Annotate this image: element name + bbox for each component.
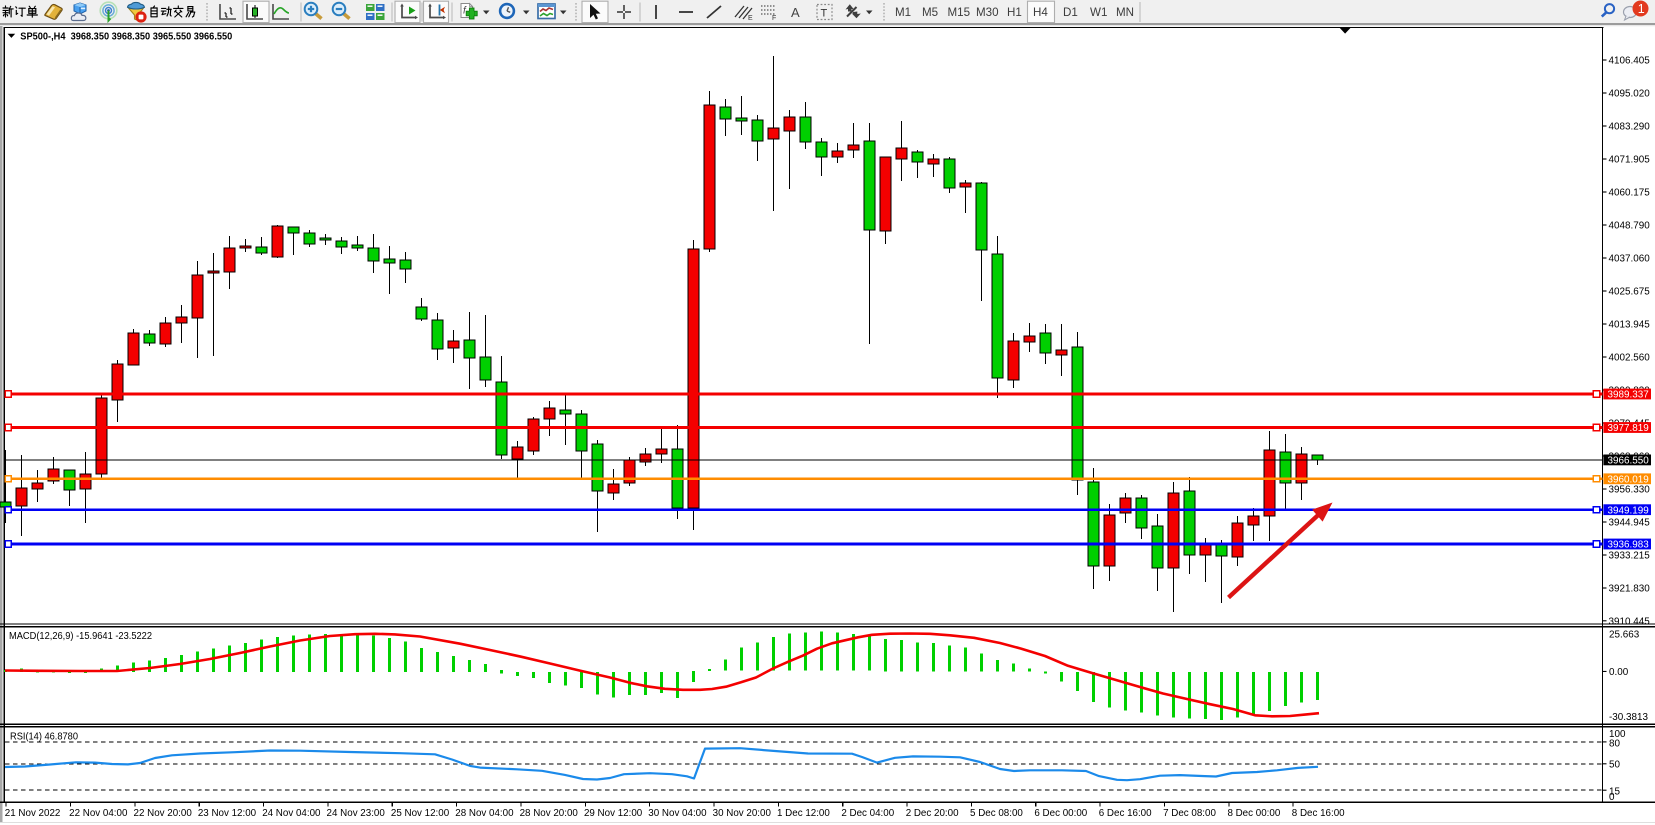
svg-text:3989.337: 3989.337: [1608, 390, 1649, 401]
svg-text:D1: D1: [1063, 6, 1078, 19]
svg-text:M5: M5: [922, 6, 938, 19]
svg-text:M1: M1: [895, 6, 911, 19]
svg-text:A: A: [791, 5, 800, 20]
svg-text:0: 0: [1609, 792, 1615, 803]
svg-text:6 Dec 00:00: 6 Dec 00:00: [1034, 808, 1087, 819]
svg-text:3944.945: 3944.945: [1609, 518, 1651, 529]
svg-text:SP500-,H4 3968.350 3968.350 3: SP500-,H4 3968.350 3968.350 3965.550 396…: [20, 31, 232, 42]
svg-text:22 Nov 20:00: 22 Nov 20:00: [134, 808, 193, 819]
svg-text:4083.290: 4083.290: [1609, 122, 1651, 133]
svg-text:8 Dec 16:00: 8 Dec 16:00: [1292, 808, 1345, 819]
svg-text:4002.560: 4002.560: [1609, 353, 1651, 364]
svg-text:H4: H4: [1033, 6, 1048, 19]
svg-text:0.00: 0.00: [1609, 667, 1629, 678]
svg-text:2 Dec 04:00: 2 Dec 04:00: [841, 808, 894, 819]
svg-text:100: 100: [1609, 729, 1626, 740]
svg-text:3966.550: 3966.550: [1608, 456, 1650, 467]
svg-text:H1: H1: [1007, 6, 1022, 19]
svg-text:29 Nov 12:00: 29 Nov 12:00: [584, 808, 643, 819]
svg-text:3936.983: 3936.983: [1608, 540, 1650, 551]
svg-text:2 Dec 20:00: 2 Dec 20:00: [906, 808, 959, 819]
svg-text:F: F: [772, 15, 776, 22]
svg-text:22 Nov 04:00: 22 Nov 04:00: [69, 808, 128, 819]
svg-text:3949.199: 3949.199: [1608, 505, 1650, 516]
svg-text:3933.215: 3933.215: [1609, 551, 1651, 562]
svg-text:25 Nov 12:00: 25 Nov 12:00: [391, 808, 450, 819]
svg-text:3956.330: 3956.330: [1609, 485, 1651, 496]
svg-text:7 Dec 08:00: 7 Dec 08:00: [1163, 808, 1216, 819]
svg-text:E: E: [748, 15, 753, 22]
svg-text:4095.020: 4095.020: [1609, 89, 1651, 100]
svg-text:50: 50: [1609, 760, 1620, 771]
svg-text:21 Nov 2022: 21 Nov 2022: [5, 808, 61, 819]
svg-text:8 Dec 00:00: 8 Dec 00:00: [1227, 808, 1280, 819]
svg-text:4013.945: 4013.945: [1609, 320, 1651, 331]
svg-text:6 Dec 16:00: 6 Dec 16:00: [1099, 808, 1152, 819]
svg-text:4060.175: 4060.175: [1609, 188, 1651, 199]
svg-text:1: 1: [1638, 2, 1645, 16]
svg-text:3960.019: 3960.019: [1608, 475, 1650, 486]
svg-text:25.663: 25.663: [1609, 630, 1640, 641]
svg-text:4106.405: 4106.405: [1609, 56, 1651, 67]
svg-text:28 Nov 20:00: 28 Nov 20:00: [520, 808, 579, 819]
svg-text:W1: W1: [1090, 6, 1107, 19]
svg-text:T: T: [821, 8, 828, 20]
svg-text:3910.445: 3910.445: [1609, 616, 1651, 627]
svg-text:4037.060: 4037.060: [1609, 254, 1651, 265]
svg-text:24 Nov 04:00: 24 Nov 04:00: [262, 808, 321, 819]
svg-text:80: 80: [1609, 738, 1620, 749]
svg-text:15: 15: [1609, 787, 1620, 798]
svg-text:MACD(12,26,9) -15.9641 -23.522: MACD(12,26,9) -15.9641 -23.5222: [9, 631, 152, 642]
svg-text:5 Dec 08:00: 5 Dec 08:00: [970, 808, 1023, 819]
svg-text:-30.3813: -30.3813: [1609, 712, 1648, 723]
svg-text:4071.905: 4071.905: [1609, 155, 1651, 166]
svg-text:3921.830: 3921.830: [1609, 584, 1651, 595]
svg-text:28 Nov 04:00: 28 Nov 04:00: [455, 808, 514, 819]
svg-text:24 Nov 23:00: 24 Nov 23:00: [327, 808, 386, 819]
svg-text:4025.675: 4025.675: [1609, 287, 1651, 298]
svg-text:30 Nov 20:00: 30 Nov 20:00: [713, 808, 772, 819]
svg-text:23 Nov 12:00: 23 Nov 12:00: [198, 808, 257, 819]
svg-text:3977.819: 3977.819: [1608, 423, 1650, 434]
svg-text:MN: MN: [1116, 6, 1134, 19]
svg-text:RSI(14) 46.8780: RSI(14) 46.8780: [10, 732, 79, 743]
svg-text:1 Dec 12:00: 1 Dec 12:00: [777, 808, 830, 819]
svg-text:30 Nov 04:00: 30 Nov 04:00: [648, 808, 707, 819]
svg-text:4048.790: 4048.790: [1609, 221, 1651, 232]
svg-text:M30: M30: [976, 6, 999, 19]
svg-text:f: f: [463, 6, 467, 17]
svg-text:M15: M15: [948, 6, 971, 19]
